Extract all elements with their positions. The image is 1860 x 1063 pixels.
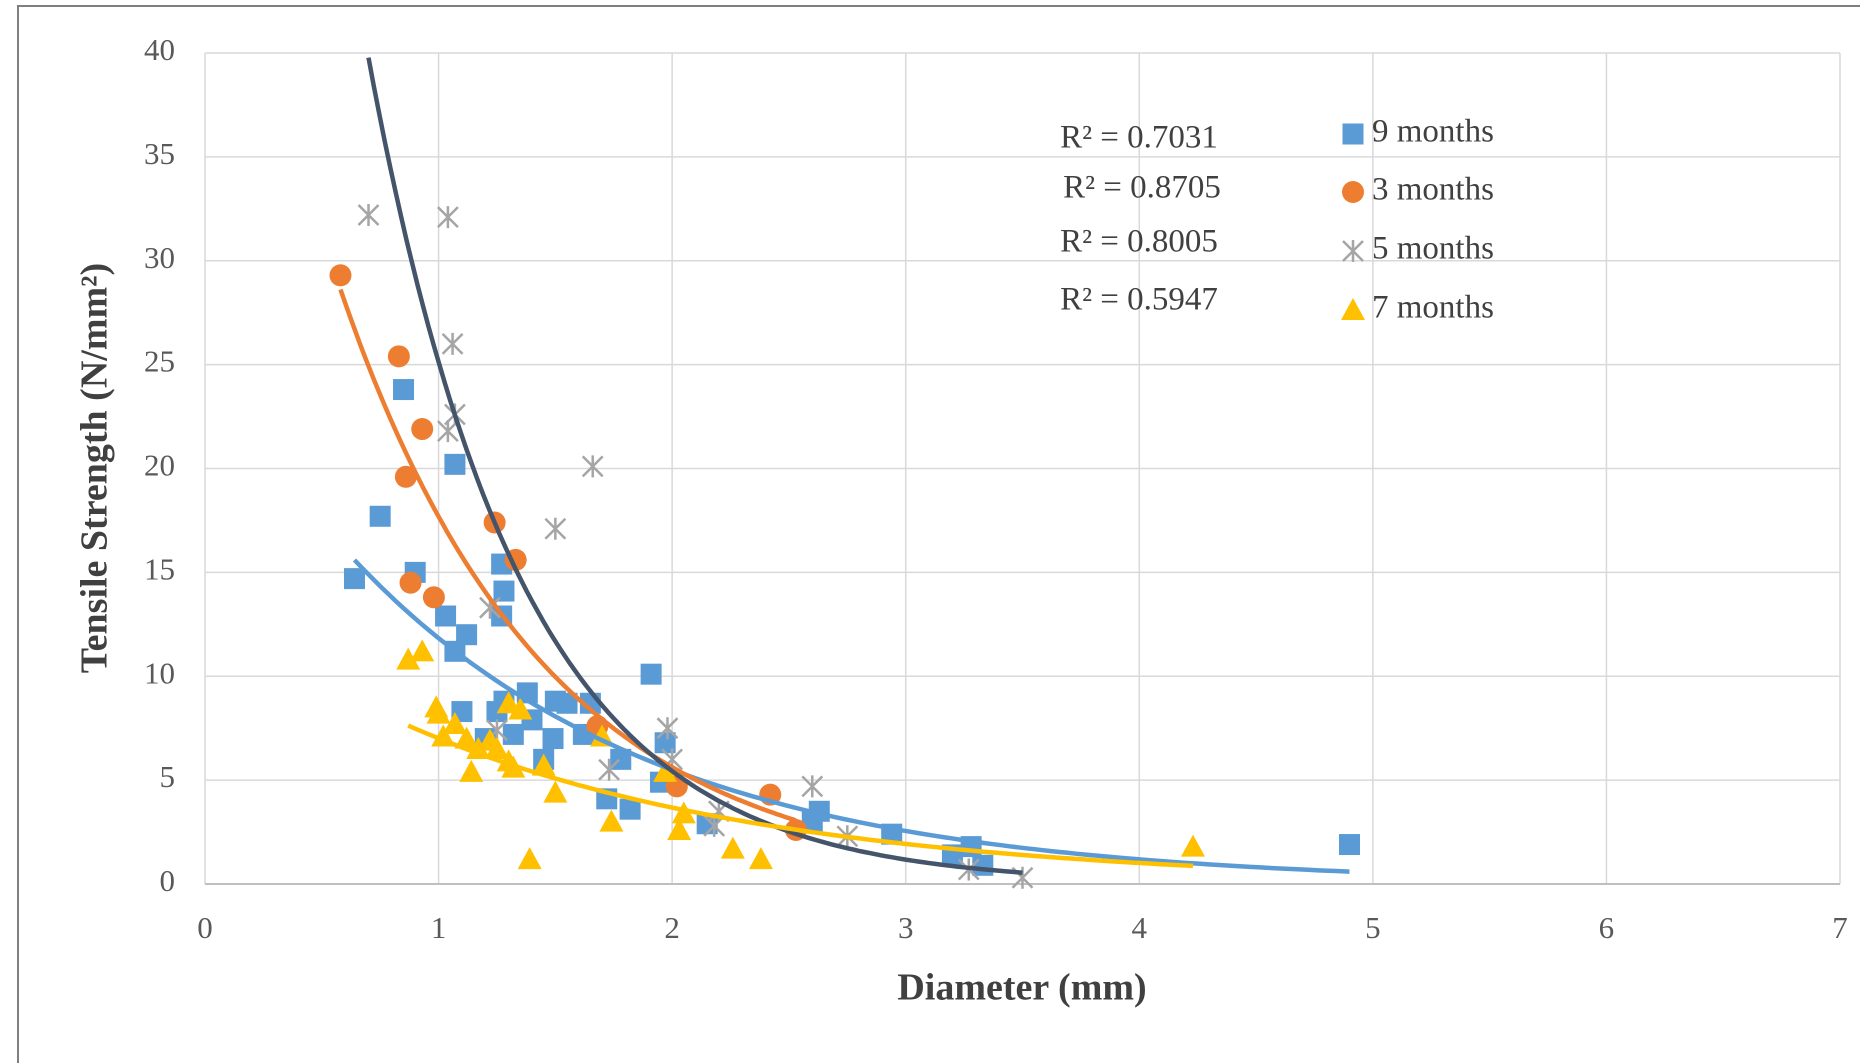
point (972, 854, 994, 876)
x-tick-label: 2 (664, 910, 680, 945)
x-tick-label: 6 (1599, 910, 1615, 945)
point (671, 801, 696, 824)
point (653, 759, 678, 782)
point (343, 568, 365, 590)
legend-text: 9 months (1372, 114, 1494, 150)
point (435, 605, 457, 627)
point (502, 723, 524, 745)
point (543, 780, 568, 803)
point (801, 775, 824, 798)
point (369, 505, 391, 527)
r-squared-label: R² = 0.8705 (1063, 170, 1221, 206)
point (496, 691, 521, 714)
legend-marker (1342, 181, 1364, 203)
trendline (407, 723, 1194, 869)
point (399, 571, 422, 594)
x-axis-title: Diameter (mm) (897, 967, 1146, 1009)
point (640, 663, 662, 685)
point (422, 586, 445, 609)
r-squared-label: R² = 0.7031 (1060, 120, 1218, 156)
y-tick-label: 25 (144, 344, 175, 379)
point (656, 717, 679, 740)
x-tick-label: 3 (898, 910, 914, 945)
y-axis-title: Tensile Strength (N/mm²) (74, 263, 116, 673)
x-tick-label: 4 (1132, 910, 1148, 945)
x-tick-label: 0 (197, 910, 213, 945)
legend-text: 5 months (1372, 231, 1494, 267)
legend: 9 months 3 months 5 months 7 months (1341, 114, 1494, 326)
point (411, 418, 434, 441)
point (444, 453, 466, 475)
y-tick-label: 0 (160, 863, 176, 898)
y-tick-label: 10 (144, 655, 175, 690)
point (396, 647, 421, 670)
point (517, 847, 542, 870)
point (599, 809, 624, 832)
point (508, 697, 533, 720)
trendline (366, 57, 1023, 875)
point (619, 798, 641, 820)
point (556, 692, 578, 714)
point (720, 836, 745, 859)
point (667, 817, 692, 840)
point (581, 455, 604, 478)
y-tick-label: 20 (144, 448, 175, 483)
point (357, 204, 380, 227)
point (393, 379, 415, 401)
y-tick-label: 5 (160, 759, 176, 794)
point (598, 758, 620, 781)
r-squared-label: R² = 0.8005 (1060, 224, 1218, 260)
legend-marker (1342, 240, 1364, 262)
point (437, 206, 459, 229)
r-squared-label: R² = 0.5947 (1060, 282, 1218, 318)
point (1181, 834, 1206, 857)
point (442, 712, 467, 735)
y-tick-label: 30 (144, 240, 175, 275)
point (441, 332, 464, 355)
trendline (338, 288, 797, 823)
point (394, 465, 417, 488)
point (459, 759, 484, 782)
point (456, 624, 478, 646)
point (387, 345, 410, 368)
legend-marker (1341, 298, 1365, 320)
y-tick-label: 35 (144, 136, 175, 171)
point (544, 517, 567, 540)
grid (204, 52, 1841, 885)
point (748, 847, 773, 870)
x-tick-label: 7 (1832, 910, 1848, 945)
point (542, 728, 564, 750)
legend-text: 3 months (1372, 172, 1494, 208)
point (531, 753, 556, 776)
point (1339, 834, 1360, 856)
point (454, 726, 479, 749)
x-tick-label: 1 (431, 910, 447, 945)
point (426, 701, 451, 724)
y-tick-label: 40 (144, 32, 175, 67)
trendline (352, 558, 1350, 874)
chart-frame (17, 5, 1860, 1063)
points (329, 204, 1360, 889)
legend-marker (1342, 123, 1364, 145)
point (493, 580, 515, 602)
y-tick-label: 15 (144, 551, 175, 586)
point (801, 811, 823, 833)
point (484, 736, 509, 759)
legend-text: 7 months (1372, 290, 1494, 326)
point (410, 639, 435, 662)
point (329, 264, 352, 287)
x-tick-label: 5 (1365, 910, 1381, 945)
